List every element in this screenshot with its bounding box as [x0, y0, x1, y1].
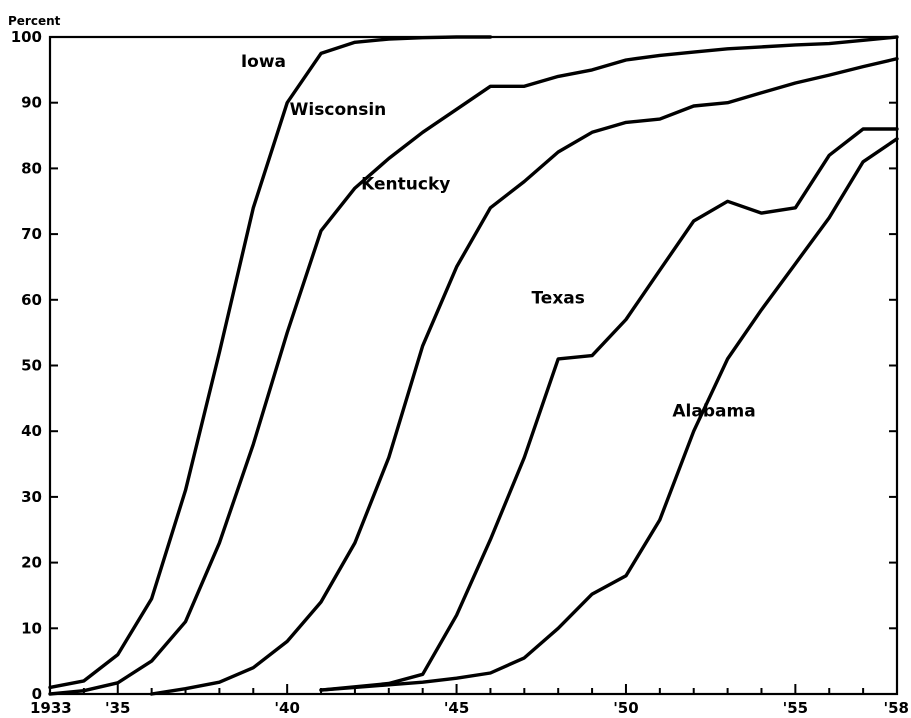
series-line-texas	[319, 127, 899, 692]
series-label-kentucky: Kentucky	[361, 174, 450, 194]
x-tick-label-1955: '55	[783, 699, 808, 717]
y-tick-label-0: 0	[32, 685, 42, 703]
y-tick-label-20: 20	[21, 554, 42, 572]
x-tick-label-1958: '58	[884, 699, 909, 717]
x-tick-label-1935: '35	[105, 699, 130, 717]
y-tick-label-40: 40	[21, 422, 42, 440]
y-tick-label-100: 100	[11, 28, 42, 46]
x-tick-label-1940: '40	[274, 699, 299, 717]
series-label-wisconsin: Wisconsin	[290, 100, 387, 120]
plot-frame	[48, 35, 899, 696]
y-tick-label-10: 10	[21, 619, 42, 637]
y-tick-label-80: 80	[21, 159, 42, 177]
series-line-wisconsin	[48, 35, 899, 696]
y-tick-label-70: 70	[21, 225, 42, 243]
axis-ticks	[49, 36, 898, 695]
y-tick-label-30: 30	[21, 488, 42, 506]
y-tick-label-50: 50	[21, 357, 42, 375]
series-line-iowa	[48, 35, 493, 690]
x-tick-label-1945: '45	[444, 699, 469, 717]
series-line-alabama	[319, 137, 899, 692]
series-label-iowa: Iowa	[241, 52, 286, 72]
series-label-alabama: Alabama	[672, 402, 755, 422]
y-axis-tick-labels: 0 10 20 30 40 50 60 70 80 90 100	[11, 28, 42, 703]
x-axis-tick-labels: 1933 '35 '40 '45 '50 '55 '58	[30, 699, 909, 717]
y-tick-label-60: 60	[21, 291, 42, 309]
series-labels: Iowa Wisconsin Kentucky Texas Alabama	[241, 52, 756, 422]
y-tick-label-90: 90	[21, 94, 42, 112]
x-tick-label-1933: 1933	[30, 699, 72, 717]
series-lines	[48, 35, 899, 696]
series-line-kentucky	[149, 57, 899, 696]
plot-area-border	[48, 35, 899, 696]
x-tick-label-1950: '50	[613, 699, 638, 717]
series-label-texas: Texas	[531, 289, 584, 309]
y-axis-unit-label: Percent	[8, 14, 61, 28]
